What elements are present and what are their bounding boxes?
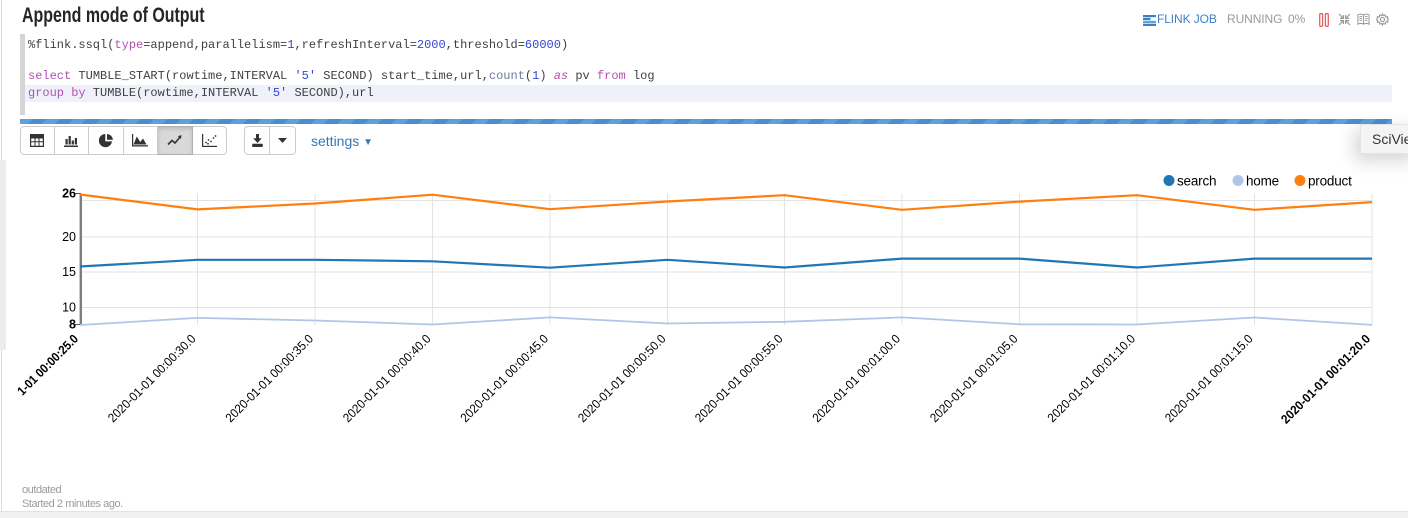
svg-text:20: 20 [62, 230, 76, 244]
svg-text:10: 10 [62, 301, 76, 315]
svg-text:2020-01-01 00:01:15.0: 2020-01-01 00:01:15.0 [1162, 332, 1255, 425]
svg-text:2020-01-01 00:01:05.0: 2020-01-01 00:01:05.0 [927, 332, 1020, 425]
svg-text:2020-01-01 00:00:40.0: 2020-01-01 00:00:40.0 [340, 332, 433, 425]
svg-text:2020-01-01 00:01:00.0: 2020-01-01 00:01:00.0 [810, 332, 903, 425]
svg-text:product: product [1308, 174, 1352, 189]
svg-text:8: 8 [69, 318, 76, 332]
svg-text:15: 15 [62, 265, 76, 279]
svg-text:2020-01-01 00:00:55.0: 2020-01-01 00:00:55.0 [692, 332, 785, 425]
svg-text:2020-01-01 00:01:20.0: 2020-01-01 00:01:20.0 [1278, 332, 1373, 427]
svg-text:home: home [1246, 174, 1279, 189]
svg-text:search: search [1177, 174, 1216, 189]
svg-text:2020-01-01 00:00:30.0: 2020-01-01 00:00:30.0 [105, 332, 198, 425]
svg-text:2020-01-01 00:00:50.0: 2020-01-01 00:00:50.0 [575, 332, 668, 425]
svg-text:2020-01-01 00:00:45.0: 2020-01-01 00:00:45.0 [458, 332, 551, 425]
svg-text:2020-01-01 00:01:10.0: 2020-01-01 00:01:10.0 [1045, 332, 1138, 425]
svg-text:1-01 00:00:25.0: 1-01 00:00:25.0 [15, 332, 81, 398]
svg-text:26: 26 [62, 187, 76, 201]
svg-text:2020-01-01 00:00:35.0: 2020-01-01 00:00:35.0 [223, 332, 316, 425]
